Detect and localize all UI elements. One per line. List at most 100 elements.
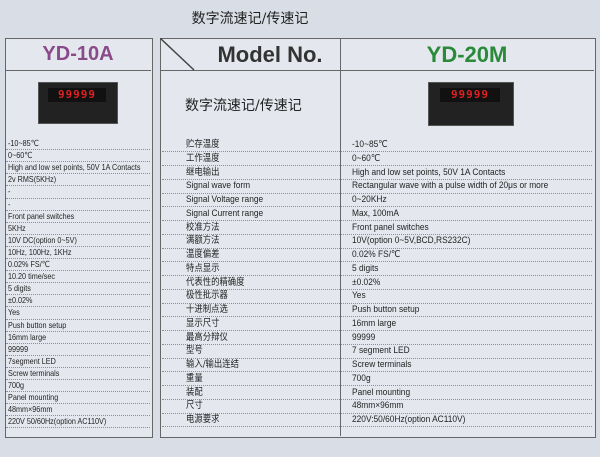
spec-value: 0~60℃ (352, 152, 381, 164)
row-divider (6, 245, 150, 247)
device-display: 99999 (48, 88, 106, 102)
spec-label: 满额方法 (186, 235, 220, 247)
subtitle: 数字流速记/传速记 (185, 98, 302, 114)
left-spec-value: Front panel switches (8, 210, 75, 221)
spec-value: 700g (352, 372, 371, 384)
row-divider (6, 379, 150, 380)
row-divider (6, 366, 150, 368)
row-divider (6, 282, 150, 284)
spec-value: -10~85℃ (352, 139, 388, 150)
spec-label: 电源要求 (186, 414, 220, 425)
row-divider (6, 221, 150, 223)
spec-value: High and low set points, 50V 1A Contacts (352, 166, 506, 178)
row-divider (6, 391, 150, 393)
left-spec-value: Push button setup (8, 319, 67, 330)
model-header: Model No. (217, 42, 323, 67)
spec-label: Signal Current range (186, 207, 264, 219)
spec-label: 重量 (186, 372, 203, 384)
spec-value: Yes (352, 290, 366, 302)
row-divider (162, 233, 592, 235)
spec-label: 型号 (186, 345, 203, 357)
row-divider (6, 270, 150, 272)
spec-label: 装配 (186, 386, 203, 398)
spec-value: Max, 100mA (352, 207, 399, 219)
spec-value: ±0.02% (352, 276, 381, 288)
spec-value: 0~20KHz (352, 194, 387, 205)
spec-label: 校准方法 (186, 221, 220, 233)
row-divider (6, 342, 150, 344)
left-spec-value: - (8, 198, 11, 209)
spec-value: Front panel switches (352, 221, 429, 233)
row-divider (6, 403, 150, 405)
spec-value: 5 digits (352, 262, 379, 274)
row-divider (162, 178, 592, 180)
left-spec-value: Panel mounting (8, 392, 59, 403)
left-spec-value: 5KHz (8, 222, 26, 233)
row-divider (6, 185, 150, 187)
page-title: 数字流速记/传速记 (191, 11, 309, 27)
row-divider (6, 161, 150, 163)
row-divider (6, 318, 150, 320)
row-divider (6, 354, 150, 356)
left-spec-value: 700g (8, 380, 25, 390)
spec-value: 10V(option 0~5V,BCD,RS232C) (352, 235, 471, 247)
spec-value: 0.02% FS/℃ (352, 249, 401, 260)
spec-label: 最高分辩仪 (186, 331, 228, 343)
row-divider (162, 412, 592, 414)
row-divider (6, 173, 150, 175)
row-divider (162, 247, 592, 249)
column-line (340, 38, 341, 436)
left-spec-value: 220V 50/60Hz(option AC110V) (8, 416, 107, 427)
spec-value: Screw terminals (352, 359, 412, 370)
spec-label: 特点显示 (186, 262, 220, 274)
spec-value: Panel mounting (352, 386, 411, 398)
spec-label: 显示尺寸 (186, 317, 220, 329)
row-divider (162, 385, 592, 386)
row-divider (6, 306, 150, 308)
row-divider (6, 427, 150, 429)
row-divider (162, 316, 592, 318)
row-divider (162, 192, 592, 194)
right-model: YD-20M (426, 42, 508, 67)
spec-label: Signal Voltage range (186, 194, 264, 205)
row-divider (162, 343, 592, 345)
left-spec-value: ±0.02% (8, 295, 33, 306)
left-spec-value: 48mm×96mm (8, 404, 53, 415)
device-display: 99999 (440, 88, 500, 102)
spec-label: 十进制点选 (186, 304, 228, 315)
spec-label: 极性批示器 (186, 290, 228, 302)
row-divider (162, 220, 592, 221)
left-spec-value: Screw terminals (8, 367, 60, 378)
left-spec-value: 16mm large (8, 331, 47, 342)
left-spec-value: 99999 (8, 343, 29, 354)
left-spec-value: 5 digits (8, 283, 31, 294)
row-divider (6, 330, 150, 332)
row-divider (6, 233, 150, 235)
left-spec-value: 2v RMS(5KHz) (8, 174, 57, 185)
row-divider (162, 398, 592, 400)
spec-label: 工作温度 (186, 152, 220, 164)
spec-label: 代表性的精确度 (186, 276, 245, 288)
left-model: YD-10A (5, 38, 151, 71)
row-divider (6, 209, 150, 211)
row-divider (6, 197, 150, 199)
spec-value: Rectangular wave with a pulse width of 2… (352, 180, 549, 192)
row-divider (6, 149, 150, 151)
spec-value: Push button setup (352, 304, 420, 315)
row-divider (162, 371, 592, 373)
spec-value: 7 segment LED (352, 345, 410, 357)
left-spec-value: High and low set points, 50V 1A Contacts (8, 162, 141, 173)
row-divider (6, 258, 150, 259)
spec-value: 48mm×96mm (352, 400, 404, 412)
spec-label: 继电输出 (186, 166, 220, 178)
left-spec-value: 10.20 time/sec (8, 271, 55, 282)
row-divider (6, 294, 150, 296)
spec-label: Signal wave form (186, 180, 251, 192)
spec-label: 贮存温度 (186, 139, 220, 150)
left-spec-value: 0.02% FS/℃ (8, 259, 50, 269)
spec-label: 尺寸 (186, 400, 203, 412)
row-divider (162, 151, 592, 153)
left-spec-value: - (8, 186, 11, 197)
row-divider (162, 165, 592, 166)
left-spec-value: 10V DC(option 0~5V) (8, 234, 77, 245)
